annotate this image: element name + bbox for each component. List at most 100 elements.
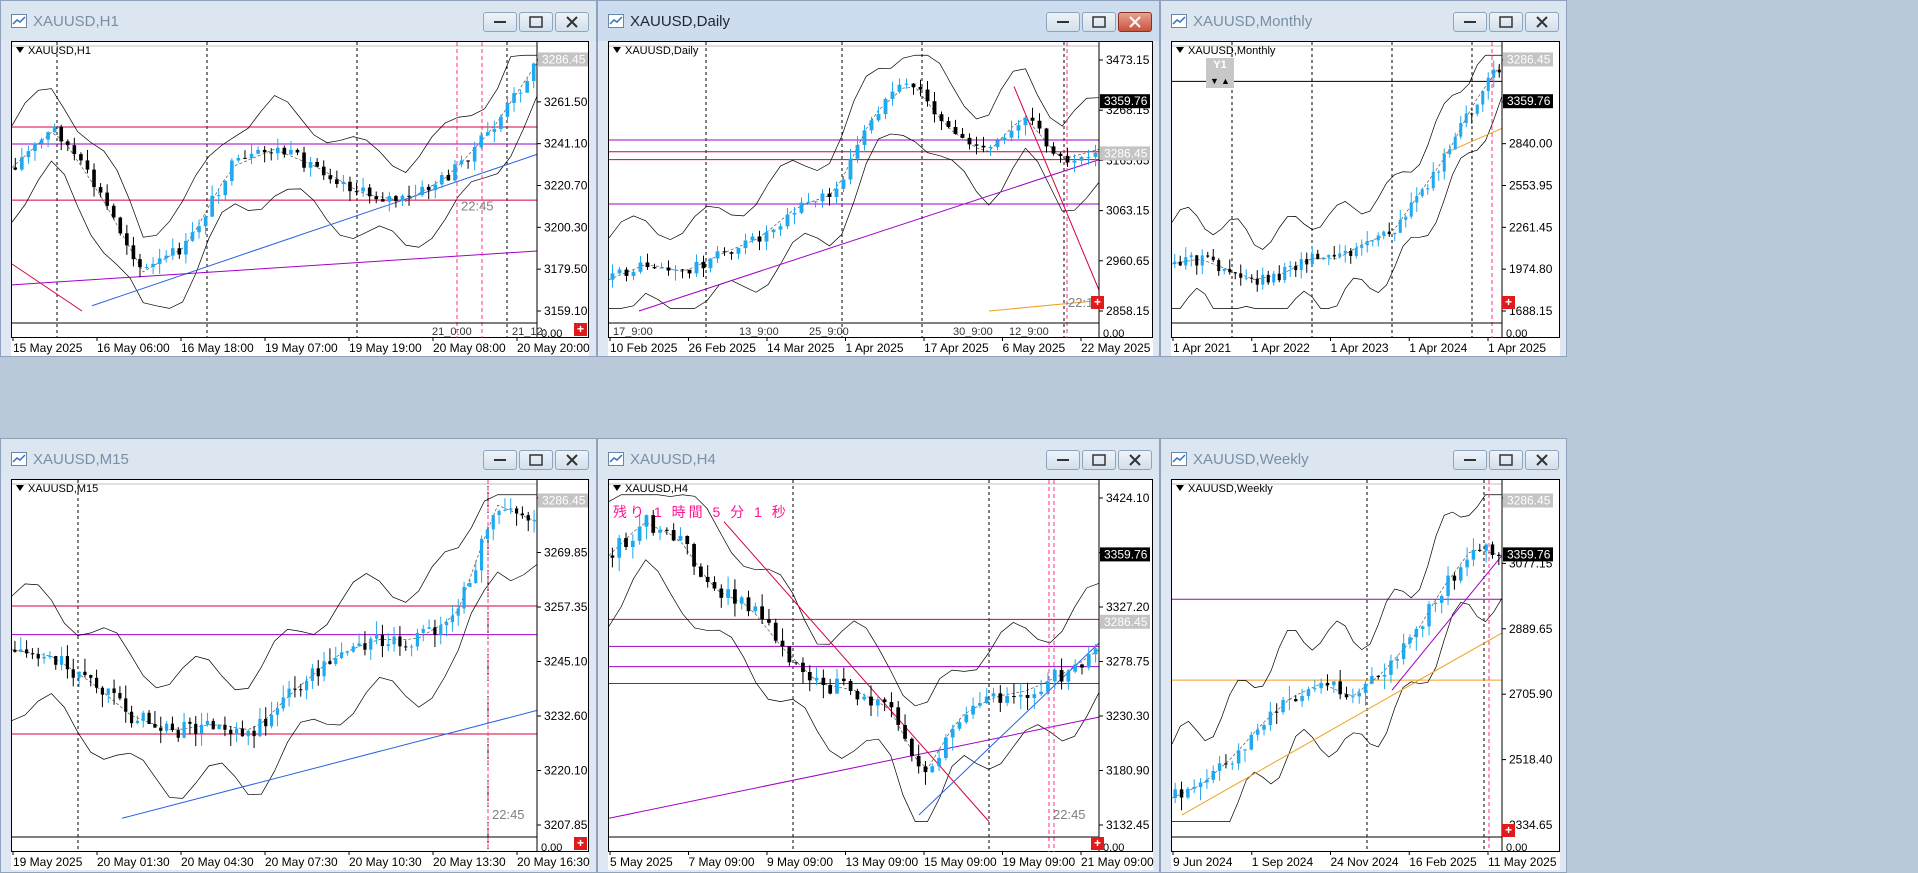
add-indicator-button[interactable]: + bbox=[574, 323, 587, 336]
time-marker: 21_0:00 bbox=[432, 326, 472, 338]
candle-body bbox=[526, 515, 530, 521]
chart-window-weekly[interactable]: XAUUSD,Weekly 3448.403077.152889.652705.… bbox=[1160, 438, 1567, 873]
price-chart[interactable]: 3282.353269.853257.353245.103232.603220.… bbox=[11, 479, 589, 854]
price-tick-label: 3261.50 bbox=[544, 95, 588, 109]
chart-symbol-label[interactable]: XAUUSD,Weekly bbox=[1176, 483, 1273, 495]
candle-body bbox=[1420, 626, 1425, 629]
chart-symbol-label[interactable]: XAUUSD,Daily bbox=[613, 45, 698, 57]
candle-body bbox=[1497, 69, 1501, 73]
candle-body bbox=[420, 186, 424, 196]
chart-window-h4[interactable]: XAUUSD,H4 3424.103375.653327.203278.7532… bbox=[597, 438, 1160, 873]
maximize-button[interactable] bbox=[519, 12, 553, 32]
candle-body bbox=[617, 269, 622, 274]
candle-body bbox=[1179, 789, 1184, 798]
candle-body bbox=[446, 174, 451, 181]
price-chart[interactable]: 3419.753127.252840.002553.952261.451974.… bbox=[1171, 41, 1560, 340]
add-indicator-button[interactable]: + bbox=[1502, 296, 1515, 309]
bollinger-lower bbox=[1172, 597, 1503, 822]
period-up-icon[interactable]: ▲ bbox=[1221, 76, 1230, 86]
candle-body bbox=[1250, 277, 1254, 279]
candle-body bbox=[367, 187, 372, 197]
close-icon bbox=[1536, 454, 1548, 466]
window-titlebar[interactable]: XAUUSD,Monthly bbox=[1161, 1, 1566, 41]
minimize-button[interactable] bbox=[1046, 450, 1080, 470]
moving-average bbox=[608, 86, 1100, 281]
price-badge bbox=[1503, 52, 1553, 67]
close-button[interactable] bbox=[555, 12, 589, 32]
add-indicator-button[interactable]: + bbox=[1502, 824, 1515, 837]
add-indicator-button[interactable]: + bbox=[574, 837, 587, 850]
time-tick-label: 5 May 2025 bbox=[610, 855, 673, 869]
minimize-button[interactable] bbox=[1453, 450, 1487, 470]
candle-body bbox=[971, 705, 975, 715]
window-titlebar[interactable]: XAUUSD,H4 bbox=[598, 439, 1159, 479]
symbol-text: XAUUSD,H1 bbox=[28, 45, 91, 57]
close-button[interactable] bbox=[1118, 12, 1152, 32]
candle-body bbox=[896, 707, 901, 725]
candle-body bbox=[1184, 257, 1188, 266]
dropdown-triangle-icon bbox=[613, 47, 621, 53]
minimize-button[interactable] bbox=[483, 12, 517, 32]
candle-body bbox=[413, 195, 418, 197]
candle-body bbox=[1189, 255, 1193, 258]
candle-body bbox=[1452, 575, 1457, 581]
minimize-button[interactable] bbox=[483, 450, 517, 470]
minimize-button[interactable] bbox=[1453, 12, 1487, 32]
candle-body bbox=[315, 161, 319, 167]
bollinger-upper bbox=[608, 494, 1100, 707]
indicator-scale-label: 0.00 bbox=[1103, 842, 1124, 854]
chart-symbol-label[interactable]: XAUUSD,M15 bbox=[16, 483, 98, 495]
chart-window-monthly[interactable]: XAUUSD,Monthly 3419.753127.252840.002553… bbox=[1160, 0, 1567, 357]
candle-body bbox=[780, 640, 785, 647]
price-chart[interactable]: 3281.903261.503241.103220.703200.303179.… bbox=[11, 41, 589, 340]
close-button[interactable] bbox=[1118, 450, 1152, 470]
add-indicator-button[interactable]: + bbox=[1091, 296, 1104, 309]
price-tick-label: 3257.35 bbox=[544, 600, 588, 614]
time-tick-label: 17 Apr 2025 bbox=[924, 341, 989, 355]
price-chart[interactable]: 3448.403077.152889.652705.902518.402334.… bbox=[1171, 479, 1560, 854]
price-chart[interactable]: 3473.153268.153165.653063.152960.652858.… bbox=[608, 41, 1153, 340]
close-button[interactable] bbox=[555, 450, 589, 470]
minimize-button[interactable] bbox=[1046, 12, 1080, 32]
candle-body bbox=[1192, 787, 1196, 789]
close-button[interactable] bbox=[1525, 12, 1559, 32]
chart-window-h1[interactable]: XAUUSD,H1 3281.903261.503241.103220.7032… bbox=[0, 0, 597, 357]
candle-body bbox=[243, 157, 247, 159]
period-down-icon[interactable]: ▼ bbox=[1210, 76, 1219, 86]
maximize-button[interactable] bbox=[1489, 450, 1523, 470]
candle-body bbox=[308, 161, 313, 168]
candle-body bbox=[26, 151, 31, 158]
candle-body bbox=[125, 233, 129, 246]
maximize-button[interactable] bbox=[1489, 12, 1523, 32]
candle-body bbox=[687, 269, 692, 274]
candle-body bbox=[1398, 219, 1402, 233]
candle-body bbox=[223, 181, 228, 196]
price-tick-label: 3327.20 bbox=[1106, 600, 1150, 614]
time-tick-label: 16 May 18:00 bbox=[181, 341, 254, 355]
candle-body bbox=[1442, 154, 1446, 172]
window-titlebar[interactable]: XAUUSD,Daily bbox=[598, 1, 1159, 41]
close-button[interactable] bbox=[1525, 450, 1559, 470]
maximize-button[interactable] bbox=[1082, 12, 1116, 32]
dropdown-triangle-icon bbox=[1176, 47, 1184, 53]
price-tick-label: 2705.90 bbox=[1509, 687, 1553, 701]
window-titlebar[interactable]: XAUUSD,Weekly bbox=[1161, 439, 1566, 479]
chart-symbol-label[interactable]: XAUUSD,H1 bbox=[16, 45, 91, 57]
chart-symbol-label[interactable]: XAUUSD,Monthly bbox=[1176, 45, 1275, 57]
maximize-button[interactable] bbox=[519, 450, 553, 470]
chart-symbol-label[interactable]: XAUUSD,H4 bbox=[613, 483, 688, 495]
chart-window-daily[interactable]: XAUUSD,Daily 3473.153268.153165.653063.1… bbox=[597, 0, 1160, 357]
window-titlebar[interactable]: XAUUSD,H1 bbox=[1, 1, 596, 41]
price-badge bbox=[538, 493, 588, 508]
candle-body bbox=[42, 656, 46, 659]
time-tick-label: 20 May 20:00 bbox=[517, 341, 590, 355]
candle-body bbox=[1032, 694, 1037, 698]
time-tick-label: 15 May 09:00 bbox=[924, 855, 997, 869]
window-titlebar[interactable]: XAUUSD,M15 bbox=[1, 439, 596, 479]
maximize-button[interactable] bbox=[1082, 450, 1116, 470]
candle-body bbox=[105, 192, 109, 206]
period-switch-widget[interactable]: Y1 ▼ ▲ bbox=[1206, 58, 1234, 88]
chart-window-m15[interactable]: XAUUSD,M15 3282.353269.853257.353245.103… bbox=[0, 438, 597, 873]
price-chart[interactable]: 3424.103375.653327.203278.753230.303180.… bbox=[608, 479, 1153, 854]
add-indicator-button[interactable]: + bbox=[1091, 837, 1104, 850]
